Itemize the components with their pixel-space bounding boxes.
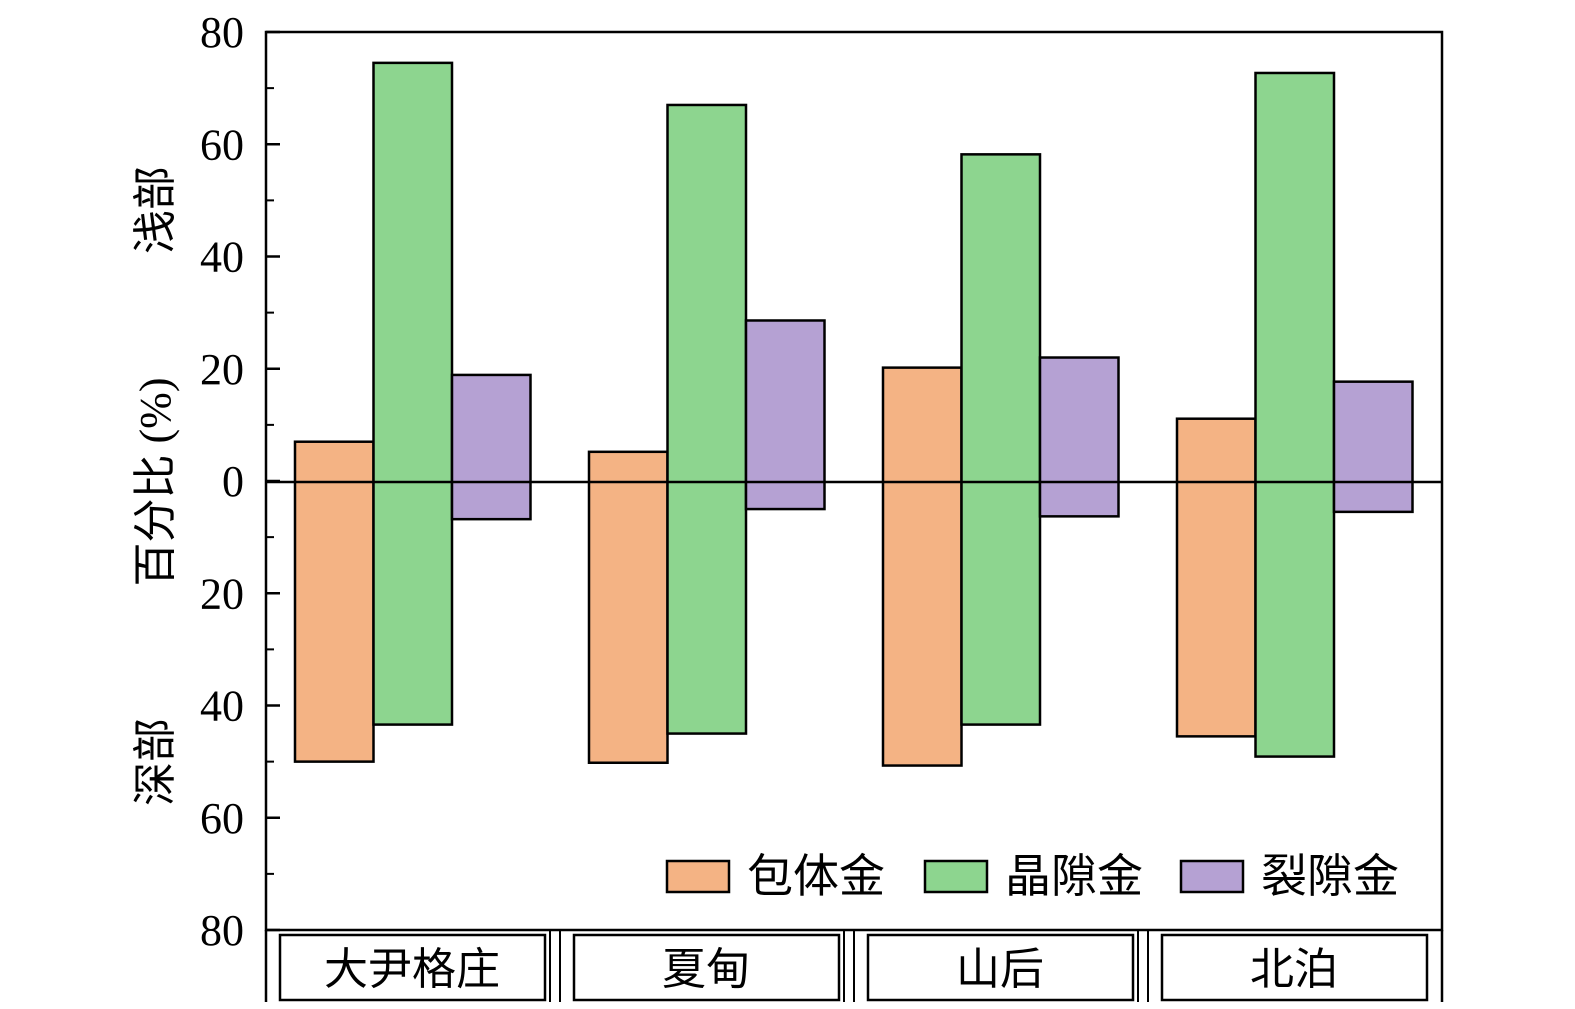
bar-包体金-北泊	[1175, 417, 1257, 738]
bars-layer	[293, 61, 1414, 767]
y-tick-label: 40	[200, 233, 244, 282]
bar-包体金-大尹格庄	[293, 440, 375, 763]
bar-裂隙金-山后	[1038, 356, 1120, 518]
legend: 包体金 晶隙金 裂隙金	[665, 851, 1399, 902]
y-tick-label: 80	[200, 8, 244, 57]
x-tick-label: 夏甸	[662, 945, 750, 994]
category-box	[1160, 933, 1429, 1002]
y-axis-label-deep: 深部	[131, 718, 180, 806]
bar-晶隙金-夏甸	[666, 103, 748, 735]
x-tick-label: 北泊	[1250, 945, 1338, 994]
bar-包体金-夏甸	[587, 450, 669, 764]
y-tick-label: 60	[200, 120, 244, 169]
category-box	[572, 933, 841, 1002]
y-tick-label: 80	[200, 906, 244, 955]
y-axis: 80 60 40 20 0 20 40 60 80	[200, 8, 280, 955]
bar-裂隙金-大尹格庄	[450, 373, 532, 521]
bar-晶隙金-大尹格庄	[372, 61, 454, 726]
legend-swatch	[1179, 859, 1245, 894]
y-axis-label: 百分比 (%)	[131, 378, 180, 587]
category-box	[866, 933, 1135, 1002]
legend-label: 裂隙金	[1261, 851, 1399, 902]
y-axis-label-shallow: 浅部	[131, 166, 180, 254]
bar-裂隙金-北泊	[1332, 380, 1414, 514]
bar-晶隙金-北泊	[1254, 71, 1336, 758]
legend-swatch	[923, 859, 989, 894]
x-tick-label: 山后	[956, 945, 1044, 994]
legend-label: 晶隙金	[1005, 851, 1143, 902]
legend-label: 包体金	[747, 851, 885, 902]
category-box	[278, 933, 547, 1002]
y-tick-label: 20	[200, 569, 244, 618]
category-panels: 大尹格庄 夏甸 山后 北泊	[264, 930, 1444, 1002]
y-tick-label: 20	[200, 345, 244, 394]
bar-裂隙金-夏甸	[744, 319, 826, 511]
bar-晶隙金-山后	[960, 153, 1042, 726]
y-tick-label: 0	[222, 457, 244, 506]
x-tick-label: 大尹格庄	[324, 945, 500, 994]
y-tick-label: 60	[200, 794, 244, 843]
legend-swatch	[665, 859, 731, 894]
bar-包体金-山后	[881, 366, 963, 767]
y-tick-label: 40	[200, 682, 244, 731]
